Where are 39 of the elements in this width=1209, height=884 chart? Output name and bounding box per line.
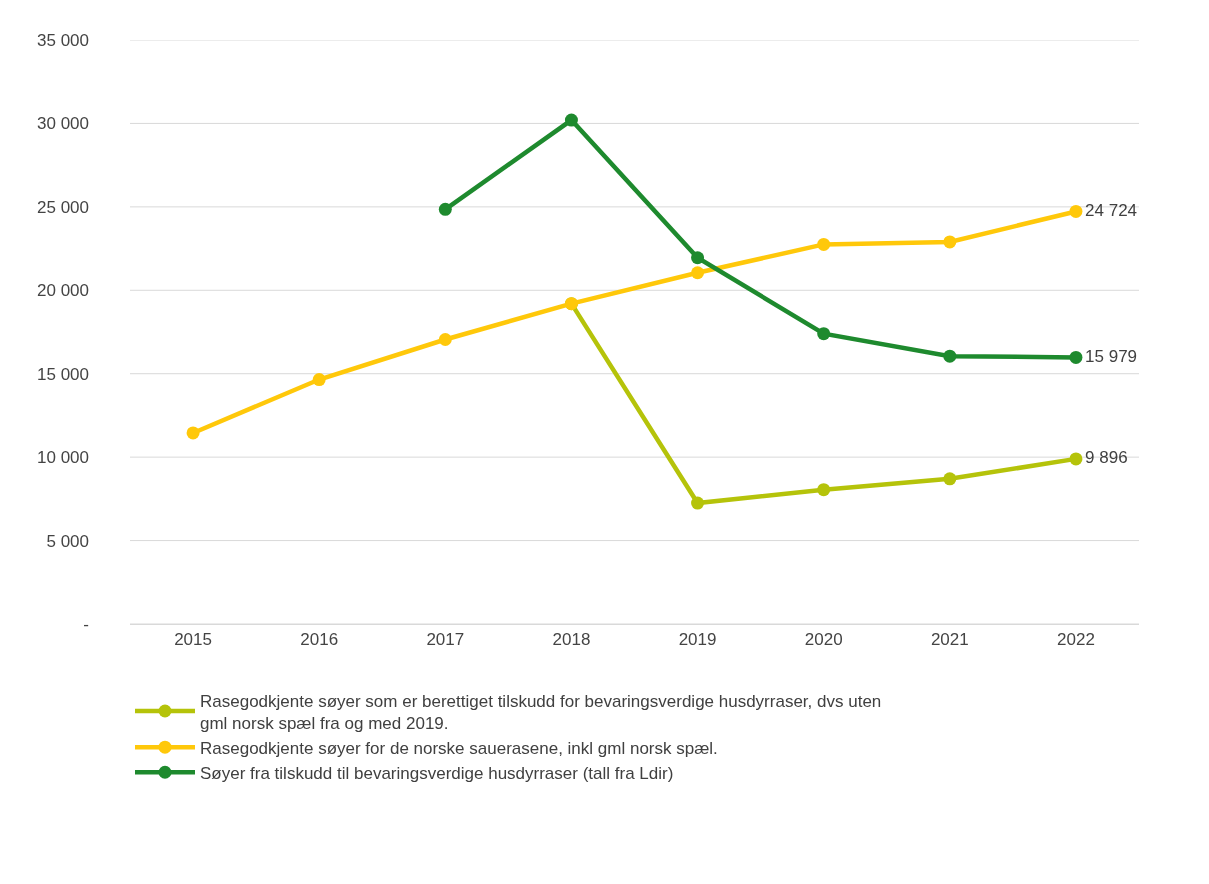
point <box>438 333 452 346</box>
y-tick-label: 10 000 <box>37 448 89 468</box>
y-tick-label: 5 000 <box>46 531 89 551</box>
y-tick-label: - <box>83 614 89 634</box>
legend-label: Rasegodkjente søyer som er berettiget tilskudd for bevaringsverdige husdyrraser, dvs uten gml norsk spæl fra og med 2019. <box>200 691 882 733</box>
data-label: 9 896 <box>1085 448 1128 468</box>
point <box>438 202 452 216</box>
point <box>943 349 957 363</box>
y-tick-label: 25 000 <box>37 197 89 217</box>
x-tick-label: 2021 <box>930 630 969 650</box>
x-tick-label: 2018 <box>552 630 591 650</box>
point <box>186 426 200 440</box>
point <box>943 235 957 249</box>
data-label: 24 724 <box>1085 200 1138 220</box>
y-tick-label: 35 000 <box>37 30 89 50</box>
point <box>1069 350 1083 364</box>
y-tick-label: 15 000 <box>37 364 89 384</box>
y-tick-label: 30 000 <box>37 114 89 134</box>
point <box>1069 452 1083 466</box>
legend-label: Søyer fra tilskudd til bevaringsverdige husdyrraser (tall fra Ldir) <box>200 763 674 783</box>
x-tick-label: 2022 <box>1057 630 1095 650</box>
x-tick-label: 2017 <box>426 630 465 650</box>
point <box>691 251 705 265</box>
data-label: 15 979 <box>1085 346 1138 366</box>
point <box>817 237 831 251</box>
x-tick-label: 2020 <box>804 630 843 650</box>
legend-label: Rasegodkjente søyer for de norske sauerasene, inkl gml norsk spæl. <box>200 738 718 758</box>
point <box>564 113 578 127</box>
x-tick-label: 2015 <box>174 630 212 650</box>
point <box>817 483 831 497</box>
point <box>691 496 705 510</box>
y-tick-label: 20 000 <box>37 281 89 301</box>
point <box>817 327 831 341</box>
x-tick-label: 2016 <box>300 630 339 650</box>
point <box>691 266 705 280</box>
point <box>943 472 957 486</box>
point <box>312 373 326 387</box>
x-tick-label: 2019 <box>678 630 717 650</box>
point <box>1069 204 1083 218</box>
